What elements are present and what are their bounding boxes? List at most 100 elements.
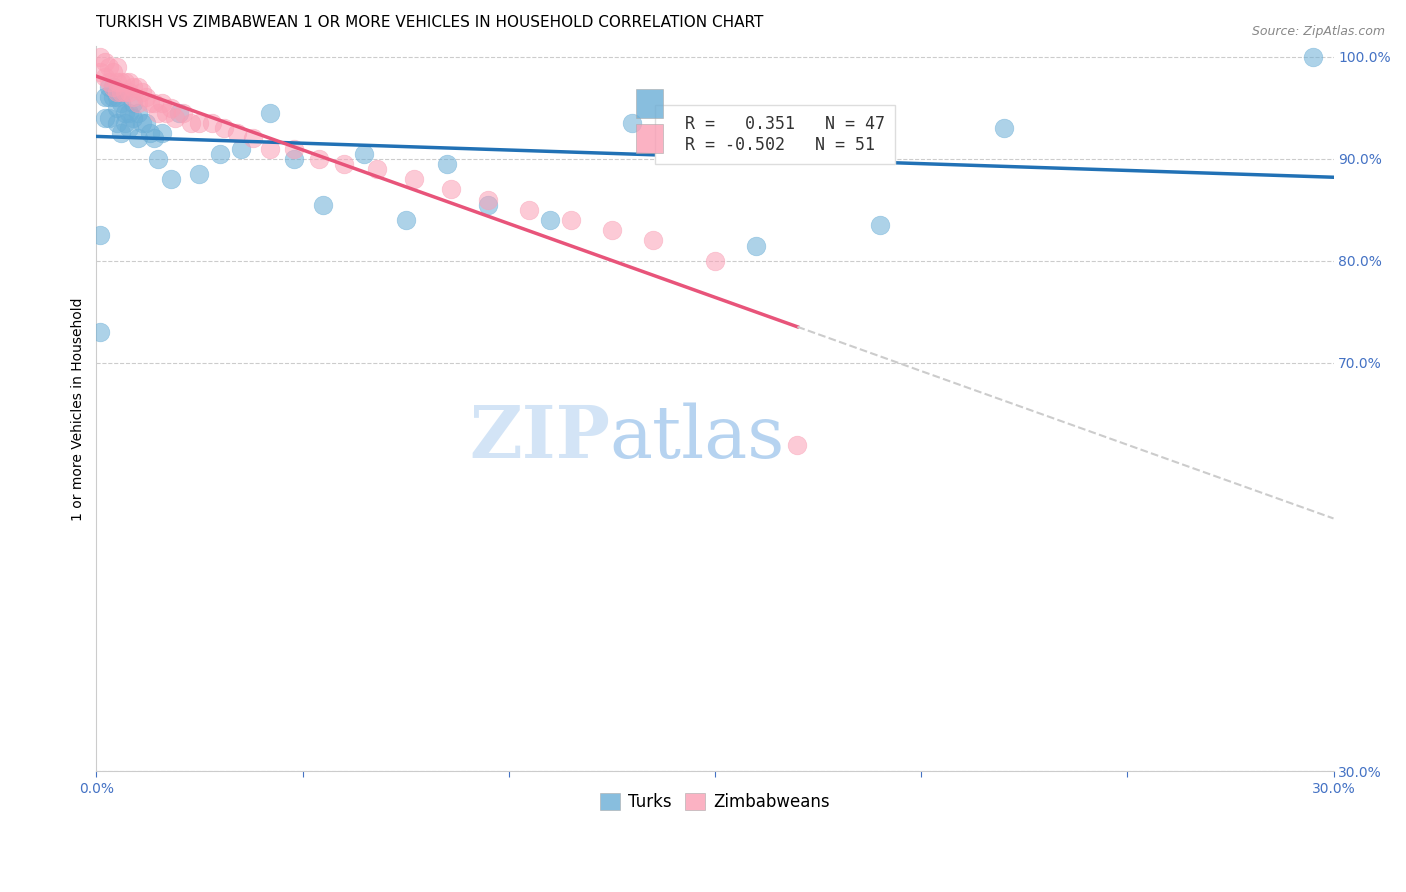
- Point: [110, 86, 132, 100]
- Point: [621, 116, 644, 130]
- Point: [353, 146, 375, 161]
- Point: [114, 75, 136, 89]
- Point: [139, 95, 162, 110]
- Text: atlas: atlas: [610, 402, 785, 473]
- Point: [105, 116, 128, 130]
- Point: [105, 86, 128, 100]
- Point: [97, 75, 120, 89]
- Point: [172, 105, 194, 120]
- Text: TURKISH VS ZIMBABWEAN 1 OR MORE VEHICLES IN HOUSEHOLD CORRELATION CHART: TURKISH VS ZIMBABWEAN 1 OR MORE VEHICLES…: [97, 15, 763, 30]
- Point: [283, 152, 305, 166]
- Point: [89, 326, 111, 340]
- Point: [118, 121, 141, 136]
- Point: [127, 105, 149, 120]
- Point: [97, 90, 120, 104]
- Point: [143, 131, 166, 145]
- Point: [122, 111, 145, 125]
- Point: [229, 142, 252, 156]
- Point: [242, 131, 264, 145]
- Point: [105, 60, 128, 74]
- Point: [366, 161, 388, 176]
- Point: [105, 75, 128, 89]
- Point: [118, 86, 141, 100]
- Point: [114, 105, 136, 120]
- Point: [110, 95, 132, 110]
- Point: [118, 75, 141, 89]
- FancyBboxPatch shape: [636, 124, 664, 153]
- Point: [135, 116, 157, 130]
- Point: [641, 234, 664, 248]
- Point: [477, 193, 499, 207]
- Point: [225, 126, 247, 140]
- Point: [869, 218, 891, 232]
- Text: ZIP: ZIP: [468, 402, 610, 474]
- Point: [155, 105, 177, 120]
- Point: [143, 95, 166, 110]
- Y-axis label: 1 or more Vehicles in Household: 1 or more Vehicles in Household: [72, 297, 86, 521]
- Point: [159, 101, 181, 115]
- Point: [159, 172, 181, 186]
- Point: [167, 105, 190, 120]
- Point: [89, 50, 111, 64]
- Point: [127, 95, 149, 110]
- Point: [259, 105, 281, 120]
- Point: [93, 54, 115, 69]
- Point: [402, 172, 425, 186]
- Point: [122, 80, 145, 95]
- Point: [110, 86, 132, 100]
- Point: [440, 182, 463, 196]
- Point: [118, 105, 141, 120]
- Point: [188, 167, 211, 181]
- Point: [148, 152, 170, 166]
- Point: [93, 70, 115, 84]
- Point: [105, 101, 128, 115]
- Point: [93, 90, 115, 104]
- Point: [188, 116, 211, 130]
- Point: [122, 90, 145, 104]
- Point: [436, 157, 458, 171]
- Point: [150, 95, 173, 110]
- Point: [308, 152, 330, 166]
- Point: [139, 126, 162, 140]
- Point: [150, 126, 173, 140]
- Point: [745, 238, 768, 252]
- Point: [201, 116, 224, 130]
- Point: [97, 60, 120, 74]
- Point: [477, 197, 499, 211]
- Point: [135, 90, 157, 104]
- Point: [97, 111, 120, 125]
- Point: [703, 253, 725, 268]
- Point: [212, 121, 235, 136]
- Point: [131, 86, 153, 100]
- Point: [333, 157, 356, 171]
- Point: [148, 105, 170, 120]
- Point: [127, 80, 149, 95]
- Point: [114, 116, 136, 130]
- Point: [1302, 50, 1324, 64]
- Text: R =   0.351   N = 47
  R = -0.502   N = 51: R = 0.351 N = 47 R = -0.502 N = 51: [665, 115, 886, 154]
- Point: [560, 213, 582, 227]
- Point: [93, 111, 115, 125]
- Point: [517, 202, 540, 217]
- Point: [110, 126, 132, 140]
- Point: [122, 95, 145, 110]
- Point: [163, 111, 186, 125]
- Point: [127, 131, 149, 145]
- Point: [131, 116, 153, 130]
- Point: [312, 197, 335, 211]
- FancyBboxPatch shape: [636, 89, 664, 119]
- Legend: Turks, Zimbabweans: Turks, Zimbabweans: [593, 786, 837, 817]
- Point: [180, 116, 202, 130]
- Point: [110, 75, 132, 89]
- Point: [101, 80, 124, 95]
- Point: [101, 65, 124, 79]
- Point: [105, 90, 128, 104]
- Text: Source: ZipAtlas.com: Source: ZipAtlas.com: [1251, 25, 1385, 38]
- Point: [89, 228, 111, 243]
- Point: [538, 213, 561, 227]
- Point: [600, 223, 623, 237]
- Point: [114, 86, 136, 100]
- Point: [259, 142, 281, 156]
- Point: [97, 80, 120, 95]
- Point: [786, 437, 808, 451]
